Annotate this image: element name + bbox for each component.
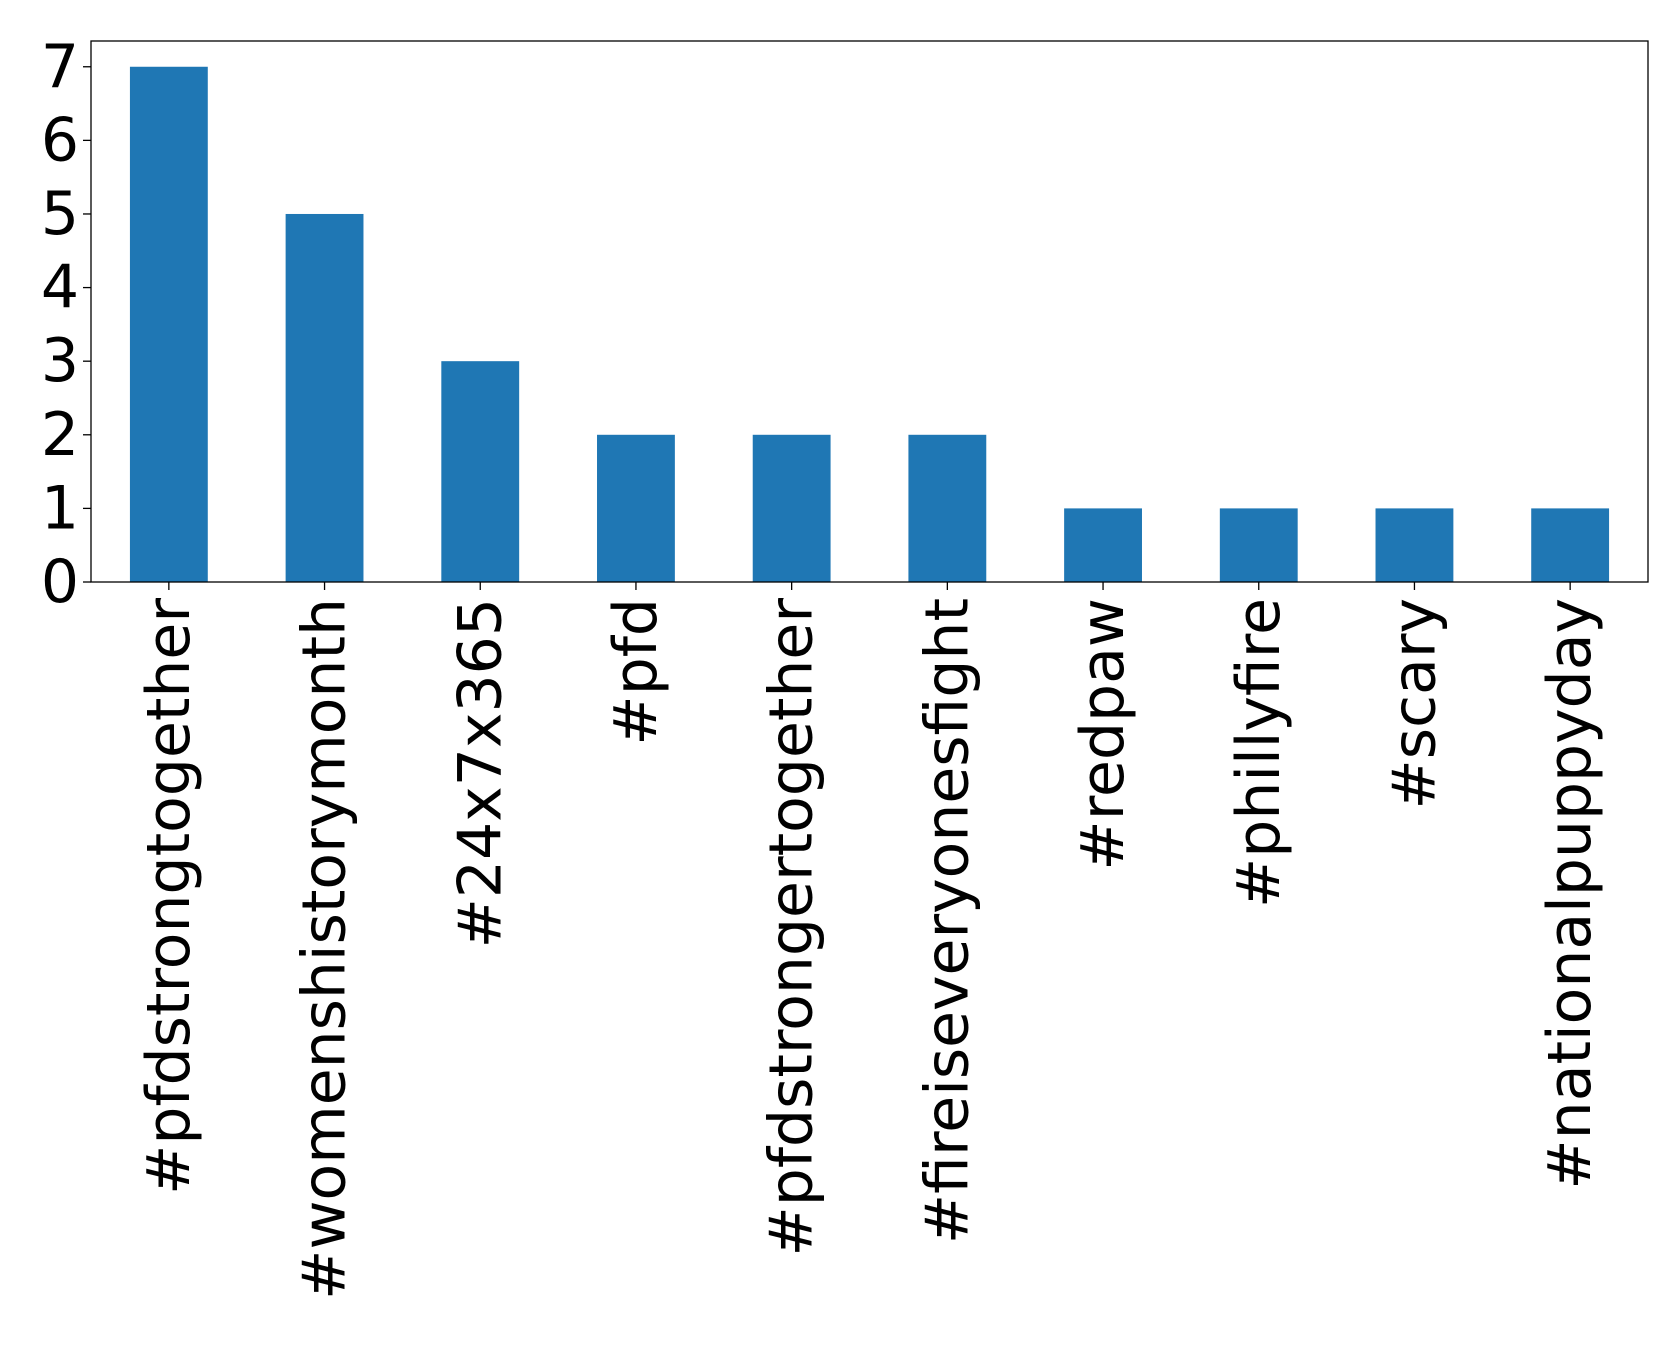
x-tick-label: #fireiseveryonesfight (912, 598, 982, 1244)
bar-pfd (597, 434, 675, 582)
bar-nationalpuppyday (1531, 508, 1610, 582)
x-tick-label: #womenshistorymonth (290, 598, 360, 1300)
y-tick-label: 0 (41, 547, 79, 617)
y-tick-label: 7 (41, 32, 79, 102)
bar-redpaw (1064, 508, 1142, 582)
bar-pfdstrongtogether (129, 66, 208, 582)
y-tick-label: 1 (41, 473, 79, 543)
bars-layer (129, 66, 1610, 582)
x-axis: #pfdstrongtogether #womenshistorymonth #24… (134, 582, 1605, 1300)
x-tick-label: #24x7x365 (445, 598, 515, 948)
y-tick-label: 5 (41, 179, 79, 249)
y-tick-label: 3 (41, 326, 79, 396)
x-tick-label: #pfd (601, 598, 671, 746)
x-tick-label: #pfdstrongertogether (757, 598, 827, 1257)
y-tick-label: 4 (41, 253, 79, 323)
x-tick-label: #scary (1379, 598, 1449, 809)
plot-frame (90, 40, 1649, 583)
bar-pfdstrongertogether (752, 434, 831, 582)
bar-24x7x365 (441, 361, 520, 582)
bar-phillyfire (1219, 508, 1298, 582)
bar-fireiseveryonesfight (908, 434, 987, 582)
x-tick-label: #pfdstrongtogether (134, 598, 204, 1195)
x-tick-label: #redpaw (1068, 598, 1138, 871)
x-tick-label: #phillyfire (1224, 598, 1294, 908)
y-tick-label: 2 (41, 400, 79, 470)
y-tick-label: 6 (41, 105, 79, 175)
x-tick-label: #nationalpuppyday (1535, 598, 1605, 1190)
bar-womenshistorymonth (285, 213, 364, 582)
bar-scary (1375, 508, 1454, 582)
